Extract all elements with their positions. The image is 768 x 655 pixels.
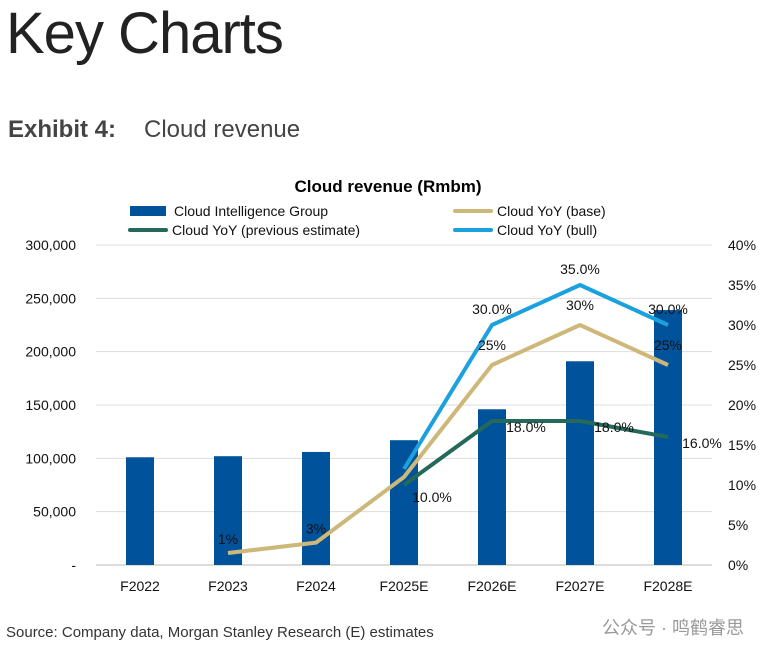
data-label: 25%: [654, 337, 682, 353]
y-right-tick-label: 25%: [728, 357, 756, 373]
y-right-tick-label: 40%: [728, 237, 756, 253]
x-tick-label: F2023: [208, 578, 248, 594]
cloud-revenue-chart: Cloud revenue (Rmbm) Cloud Intelligence G…: [25, 177, 756, 594]
chart-title: Cloud revenue (Rmbm): [294, 177, 481, 196]
data-label: 25%: [478, 337, 506, 353]
y-right-tick-label: 10%: [728, 477, 756, 493]
chart-panel: Cloud revenue (Rmbm) Cloud Intelligence G…: [0, 160, 768, 620]
y-left-tick-label: 100,000: [25, 450, 76, 466]
series-line: [402, 419, 669, 487]
bar: [478, 409, 506, 565]
data-label: 30.0%: [472, 301, 512, 317]
y-right-tick-label: 0%: [728, 557, 748, 573]
data-label: 16.0%: [682, 435, 722, 451]
series-line: [227, 323, 669, 555]
legend-label: Cloud YoY (base): [497, 203, 606, 219]
y-right-tick-label: 20%: [728, 397, 756, 413]
legend-swatch-bars: [130, 206, 166, 216]
y-right-tick-label: 35%: [728, 277, 756, 293]
exhibit-label: Exhibit 4:: [8, 116, 117, 143]
x-tick-label: F2024: [296, 578, 336, 594]
source-note: Source: Company data, Morgan Stanley Res…: [6, 624, 434, 641]
bar: [390, 440, 418, 565]
exhibit-heading: Exhibit 4: Cloud revenue: [8, 116, 300, 144]
data-label: 1%: [218, 531, 238, 547]
legend-label: Cloud YoY (previous estimate): [172, 222, 360, 238]
bar: [126, 457, 154, 565]
x-tick-label: F2025E: [379, 578, 428, 594]
exhibit-title: Cloud revenue: [144, 116, 301, 143]
bar: [566, 361, 594, 565]
series-line: [402, 283, 669, 471]
bar: [214, 456, 242, 565]
data-label: 10.0%: [412, 489, 452, 505]
data-label: 18.0%: [506, 419, 546, 435]
legend-label: Cloud Intelligence Group: [174, 203, 328, 219]
x-tick-label: F2027E: [555, 578, 604, 594]
data-label: 30%: [566, 297, 594, 313]
bar: [654, 310, 682, 565]
data-label: 18.0%: [594, 419, 634, 435]
y-right-tick-label: 30%: [728, 317, 756, 333]
data-label: 30.0%: [648, 301, 688, 317]
x-tick-label: F2022: [120, 578, 160, 594]
watermark: 公众号 · 鸣鹤睿思: [602, 618, 744, 638]
y-left-tick-label: 250,000: [25, 290, 76, 306]
page-title: Key Charts: [6, 1, 284, 66]
y-left-tick-label: 200,000: [25, 344, 76, 360]
y-left-tick-label: -: [71, 557, 76, 573]
y-left-tick-label: 300,000: [25, 237, 76, 253]
data-label: 35.0%: [560, 261, 600, 277]
legend-label: Cloud YoY (bull): [497, 222, 597, 238]
y-left-tick-label: 150,000: [25, 397, 76, 413]
bar: [302, 451, 330, 565]
y-right-tick-label: 5%: [728, 517, 748, 533]
x-tick-label: F2026E: [467, 578, 516, 594]
y-left-tick-label: 50,000: [33, 504, 76, 520]
data-label: 3%: [306, 521, 326, 537]
y-right-tick-label: 15%: [728, 437, 756, 453]
x-tick-label: F2028E: [643, 578, 692, 594]
